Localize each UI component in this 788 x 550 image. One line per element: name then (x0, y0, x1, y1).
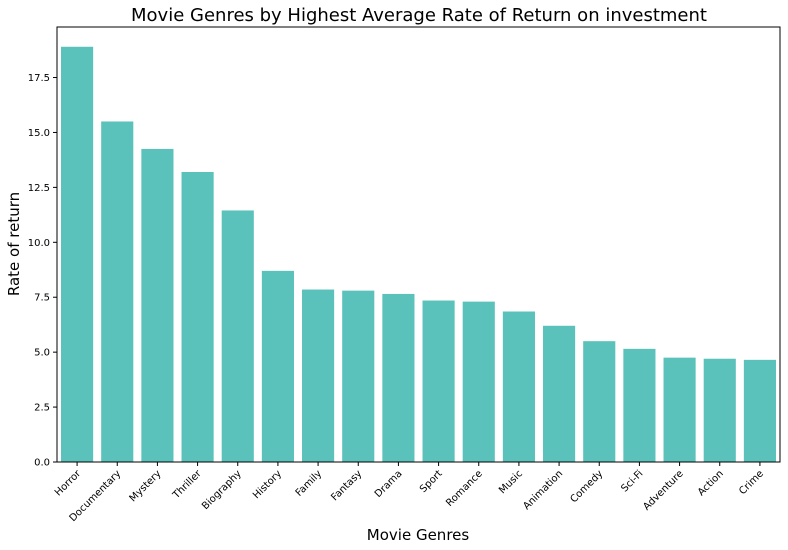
y-tick-label: 10.0 (28, 238, 50, 249)
bar-animation (543, 325, 576, 462)
x-tick-label: Mystery (128, 468, 164, 504)
x-tick-label: Family (294, 468, 325, 499)
x-tick-label: Animation (521, 468, 565, 512)
bar-comedy (583, 341, 616, 462)
bar-sport (422, 300, 455, 462)
bar-sci-fi (623, 348, 656, 462)
x-tick-label: Sport (418, 468, 445, 495)
y-tick-label: 2.5 (34, 403, 50, 414)
bar-action (703, 358, 736, 462)
bar-adventure (663, 357, 696, 462)
bar-music (502, 311, 535, 462)
bar-history (261, 270, 294, 462)
plot-frame (56, 26, 781, 463)
chart-title: Movie Genres by Highest Average Rate of … (131, 5, 707, 26)
bars-group (61, 46, 776, 462)
bar-drama (382, 293, 415, 462)
x-tick-label: Action (696, 468, 726, 498)
bar-crime (743, 359, 776, 462)
x-tick-label: Sci-Fi (619, 468, 645, 494)
y-tick-label: 12.5 (28, 183, 50, 194)
x-tick-label: Biography (200, 468, 244, 512)
bar-mystery (141, 148, 174, 462)
bar-biography (221, 210, 254, 462)
x-tick-label: Music (497, 468, 525, 496)
bar-thriller (181, 172, 214, 462)
y-axis-label: Rate of return (5, 192, 23, 296)
x-tick-label: Drama (373, 468, 405, 500)
x-tick-label: Comedy (568, 468, 605, 505)
y-tick-label: 7.5 (34, 293, 50, 304)
x-axis-label: Movie Genres (367, 526, 470, 544)
y-tick-label: 17.5 (28, 73, 50, 84)
x-tick-label: History (251, 468, 284, 501)
y-tick-label: 15.0 (28, 128, 50, 139)
y-tick-label: 5.0 (34, 348, 50, 359)
x-tick-label: Thriller (170, 468, 204, 502)
bar-horror (61, 46, 94, 462)
y-tick-label: 0.0 (34, 458, 50, 469)
x-tick-label: Horror (53, 468, 84, 499)
x-tick-label: Romance (444, 468, 485, 509)
x-tick-label: Crime (737, 468, 766, 497)
x-tick-label: Fantasy (329, 468, 364, 503)
y-axis-ticks: 0.0 2.5 5.0 7.5 10.0 12.5 15.0 17.5 (28, 73, 57, 469)
x-tick-label: Adventure (641, 468, 685, 512)
bar-family (302, 289, 335, 462)
bar-fantasy (342, 290, 375, 462)
bar-romance (462, 301, 495, 462)
bar-documentary (101, 121, 134, 462)
